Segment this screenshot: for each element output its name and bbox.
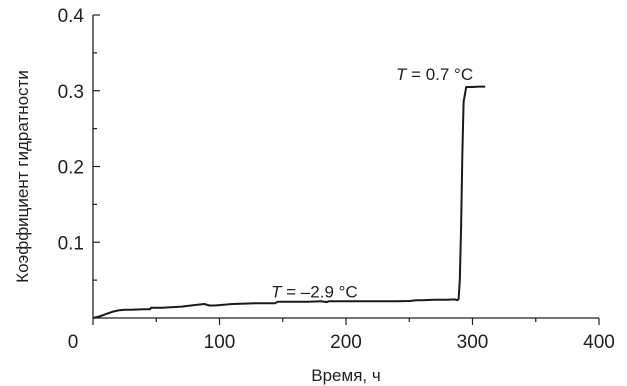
- annotation-variable: T: [271, 283, 283, 302]
- y-tick-label: 0.2: [58, 158, 84, 179]
- y-axis-title: Коэффициент гидратности: [13, 70, 32, 283]
- x-tick-label: 0: [68, 332, 79, 353]
- x-tick-label: 100: [204, 332, 236, 353]
- annotation-value: = 0.7 °C: [406, 65, 473, 84]
- axes: [92, 15, 599, 319]
- y-ticks: 0.1 0.2 0.3 0.4: [58, 6, 100, 281]
- y-tick-label: 0.4: [58, 6, 85, 27]
- x-ticks: 0 100 200 300 400: [68, 318, 615, 353]
- x-axis-title: Время, ч: [311, 366, 380, 385]
- annotation-variable: T: [396, 65, 408, 84]
- x-tick-label: 300: [457, 332, 489, 353]
- series-line: [92, 85, 486, 319]
- y-tick-label: 0.1: [58, 233, 84, 254]
- annotations: T = –2.9 °CT = 0.7 °C: [271, 65, 473, 301]
- temperature-annotation: T = –2.9 °C: [271, 283, 358, 302]
- x-tick-label: 400: [583, 332, 615, 353]
- temperature-annotation: T = 0.7 °C: [396, 65, 473, 84]
- annotation-value: = –2.9 °C: [281, 283, 357, 302]
- x-tick-label: 200: [330, 332, 362, 353]
- y-tick-label: 0.3: [58, 82, 84, 103]
